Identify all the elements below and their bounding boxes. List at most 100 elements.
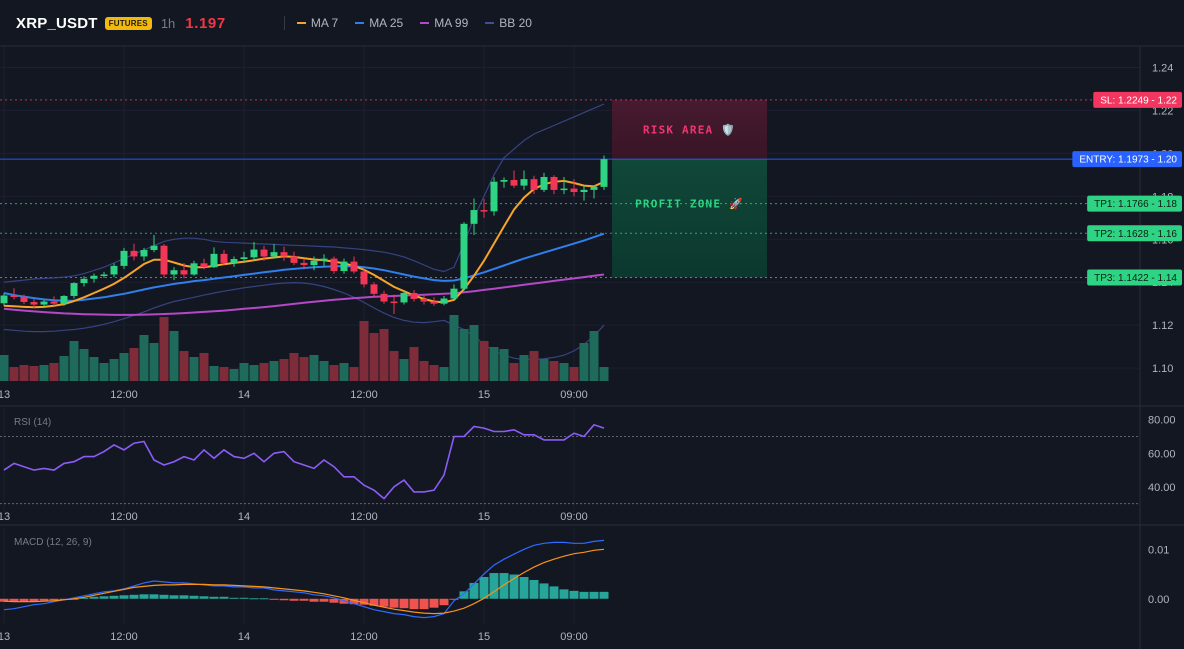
macd-hist-bar [299,598,309,601]
macd-hist-bar [209,596,219,599]
macd-hist-bar [279,598,289,601]
candle-body [540,176,548,190]
candle-body [600,159,608,187]
volume-bar [59,356,69,381]
candle-body [410,292,418,299]
volume-bar [469,325,479,381]
time-tick-label: 09:00 [560,389,588,401]
macd-line [3,539,605,619]
candle-body [430,301,438,304]
candle-body [580,189,588,193]
volume-bar [139,335,149,381]
volume-bar [529,351,539,381]
price-tick-label: 1.22 [1152,105,1173,117]
candle [80,276,88,287]
candle [340,258,348,274]
volume-bar [559,363,569,381]
bb20-swatch [485,22,495,24]
macd-hist-bar [249,598,259,600]
candle-body [220,253,228,263]
macd-hist-bar [469,582,479,599]
macd-hist-bar [0,598,9,602]
macd-hist-bar [389,598,399,608]
candle [490,177,498,216]
rsi-tick-label: 40.00 [1148,482,1176,494]
candle-body [30,301,38,305]
candle-body [250,249,258,258]
candle [90,273,98,283]
timeframe-selector[interactable]: 1h [160,15,176,31]
candle-body [210,253,218,268]
volume-bar [99,363,109,381]
candle-body [460,223,468,289]
volume-bar [89,357,99,381]
volume-bar [29,366,39,381]
volume-bar [589,331,599,381]
legend-bb20[interactable]: BB 20 [485,16,532,30]
volume-bar [209,366,219,381]
candle [450,284,458,300]
candle [130,243,138,261]
candle [180,262,188,279]
sl-price-tag: SL: 1.2249 - 1.22 [1093,91,1182,108]
macd-hist-bar [519,576,529,599]
macd-hist-bar [19,598,29,602]
legend-ma7-label: MA 7 [310,16,339,30]
candle [310,256,318,271]
macd-hist-bar [559,589,569,599]
candle [540,172,548,193]
candle-body [170,270,178,275]
macd-hist-bar [569,590,579,599]
tp2-price-tag-text: TP2: 1.1628 - 1.16 [1094,229,1177,240]
volume-bar [319,361,329,381]
ma99-swatch [420,22,430,24]
candle-body [330,258,338,272]
volume-bar [379,329,389,381]
macd-hist-bar [419,598,429,610]
last-price: 1.197 [185,14,226,32]
candle-body [550,176,558,190]
macd-hist-bar [129,594,139,599]
volume-bar [479,341,489,381]
chart-header: XRP_USDT FUTURES 1h 1.197 MA 7 MA 25 MA … [0,0,1184,46]
volume-bar [49,363,59,381]
ma25-swatch [355,22,365,24]
candle [570,179,578,197]
macd-hist-bar [9,598,19,602]
legend-ma25[interactable]: MA 25 [355,16,403,30]
volume-bar [449,315,459,381]
volume-bar [259,363,269,381]
rsi-pane-label: RSI (14) [14,417,51,428]
volume-bar [569,367,579,381]
macd-hist-bar [489,573,499,599]
legend-ma7[interactable]: MA 7 [296,16,339,30]
time-tick-label: 15 [478,511,490,523]
time-tick-label: 12:00 [350,511,378,523]
legend-ma99-label: MA 99 [434,16,469,30]
macd-hist-bar [459,591,469,599]
volume-bar [399,359,409,381]
tp1-price-tag-bg [1087,195,1182,212]
volume-bar [269,361,279,381]
time-tick-label: 13 [0,389,10,401]
ma7-line [3,179,605,309]
legend-ma99[interactable]: MA 99 [420,16,468,30]
candle [230,256,238,267]
candle [0,292,8,306]
candle-body [60,295,68,304]
volume-bar [359,321,369,381]
candle-body [140,250,148,257]
candle [170,267,178,281]
price-tick-label: 1.12 [1152,320,1173,332]
volume-bar [249,365,259,381]
candle-body [0,295,8,304]
candle [290,251,298,266]
volume-bar [169,331,179,381]
volume-bar [429,365,439,381]
volume-bar [219,367,229,381]
symbol-name[interactable]: XRP_USDT [16,14,98,32]
volume-bar [299,357,309,381]
volume-bar [159,317,169,381]
macd-hist-bar [329,598,339,603]
